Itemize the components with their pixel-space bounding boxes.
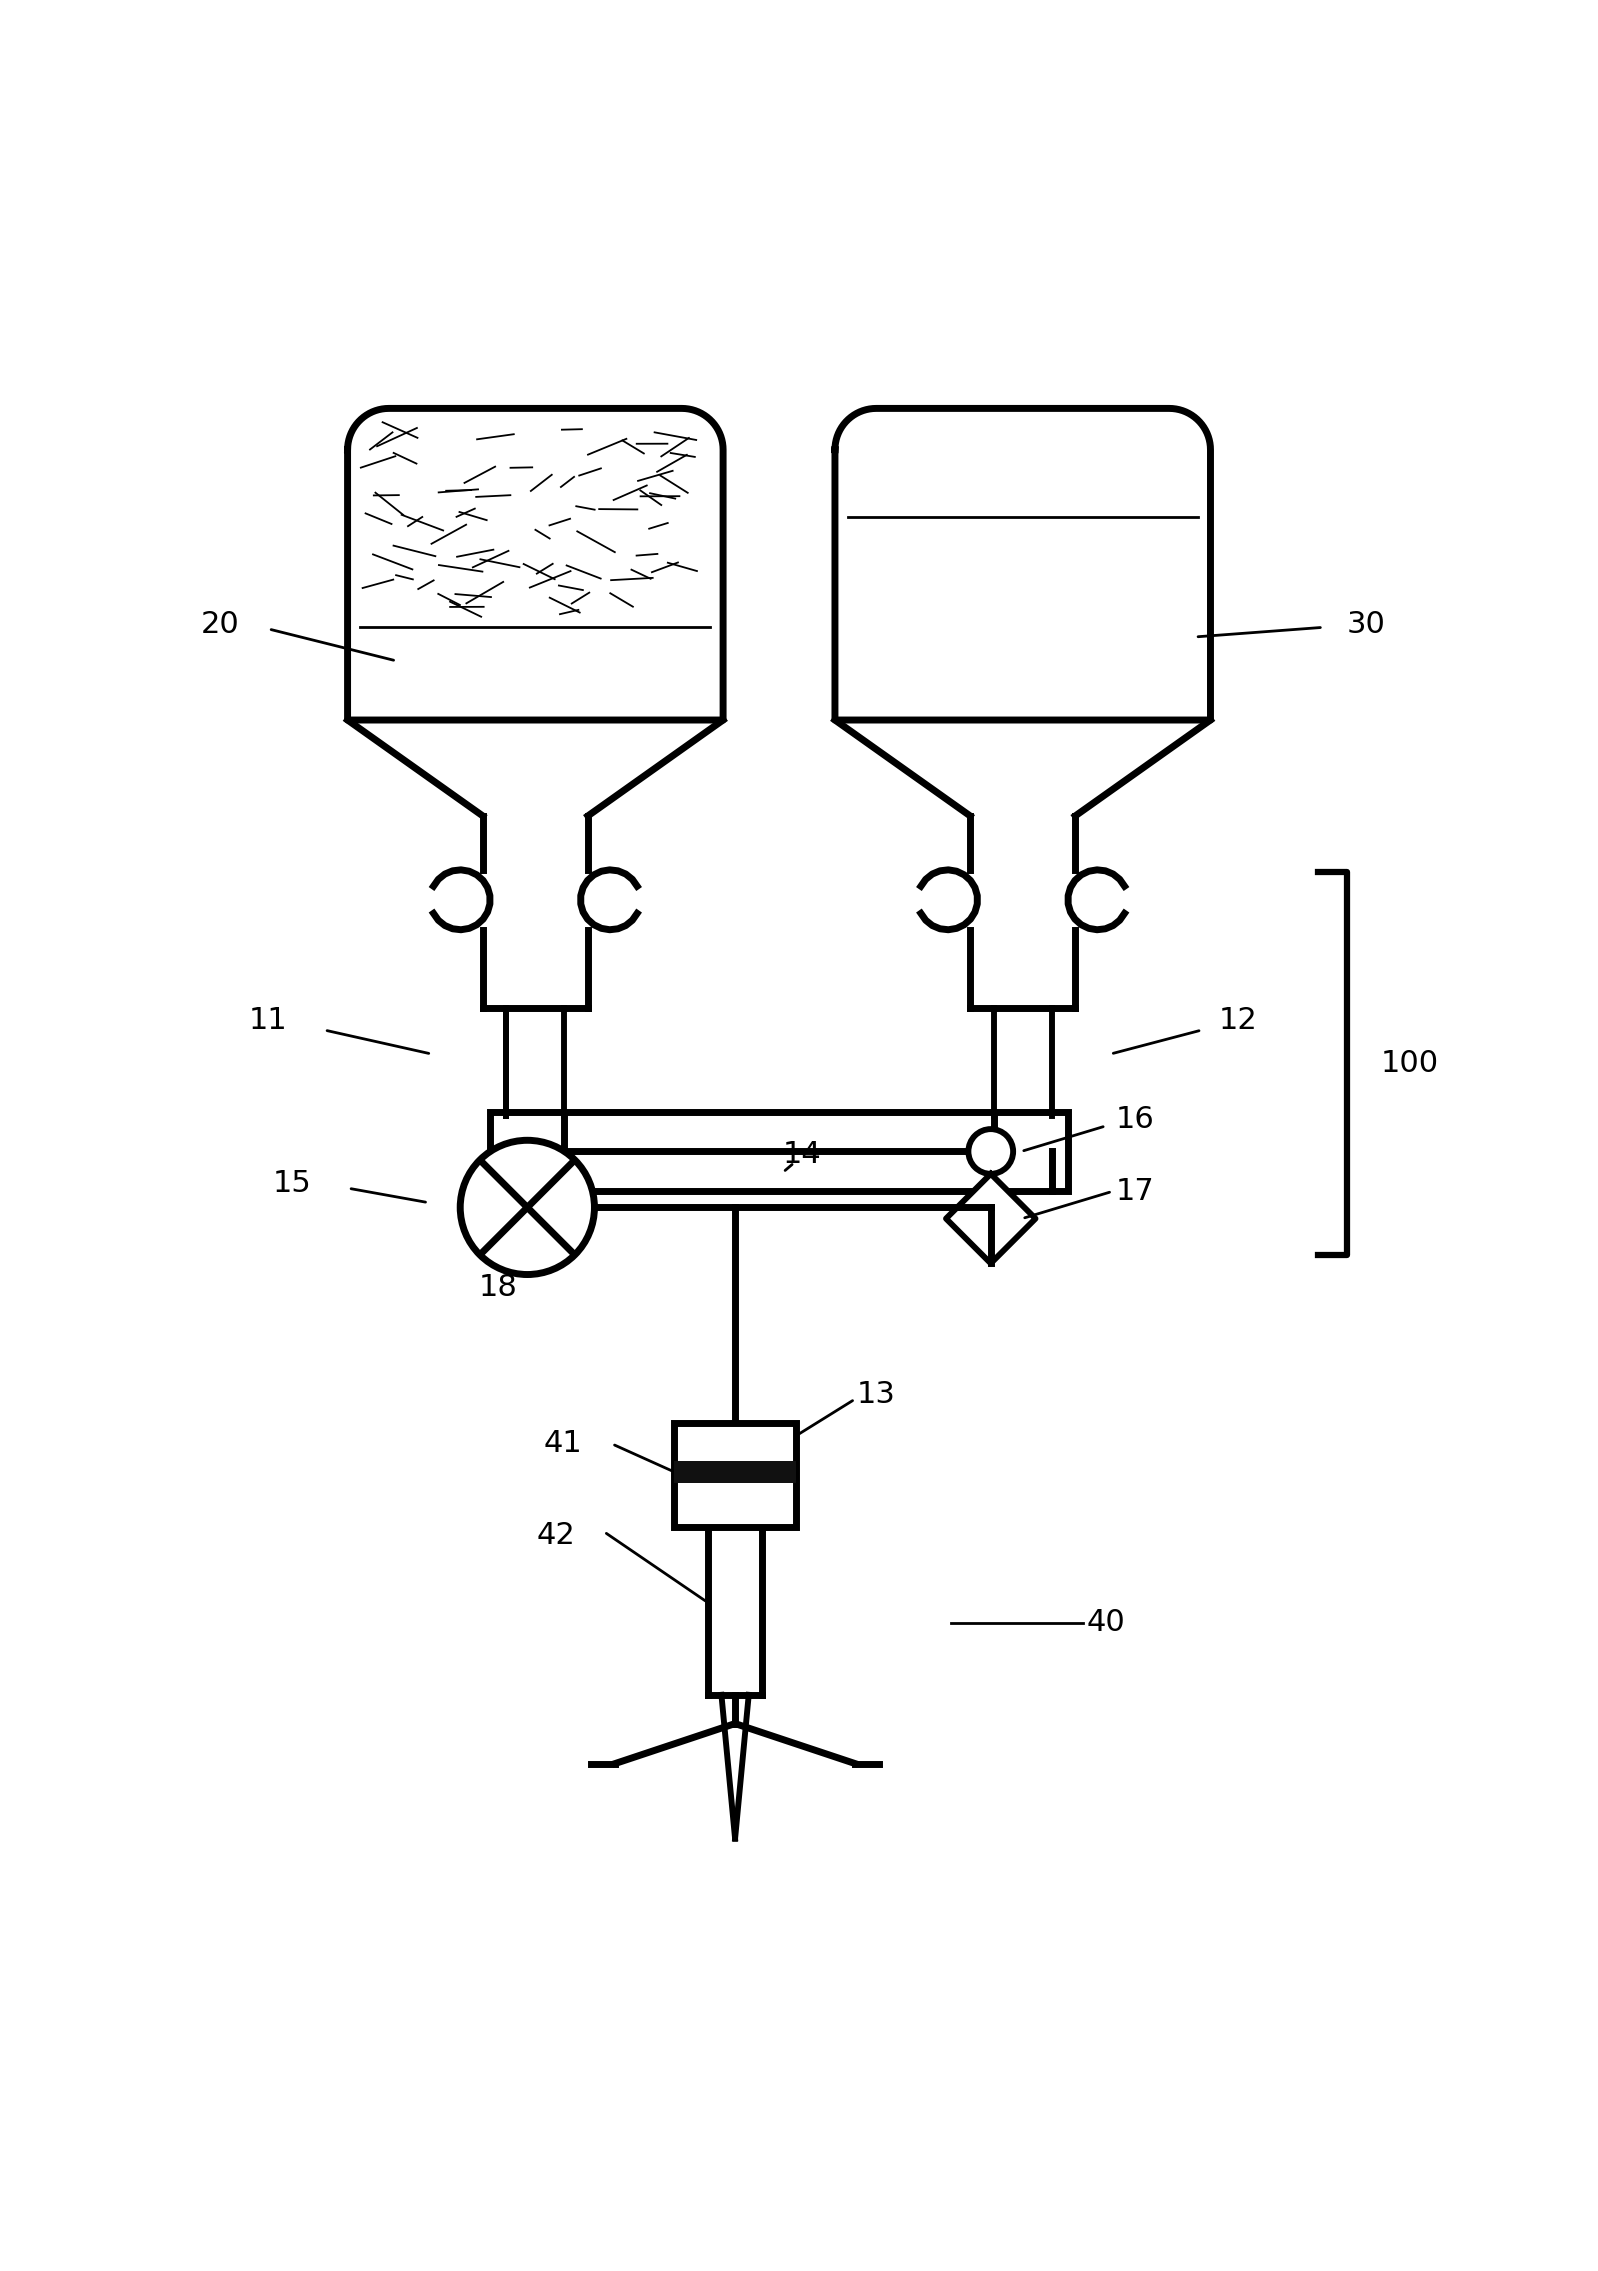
Text: 30: 30 [1347, 609, 1385, 638]
Text: 11: 11 [249, 1006, 288, 1036]
Text: 18: 18 [479, 1272, 518, 1301]
Bar [491, 1111, 1067, 1192]
Text: 16: 16 [1115, 1106, 1154, 1133]
Text: 14: 14 [783, 1140, 821, 1170]
Bar [674, 1424, 796, 1526]
Bar [674, 1460, 796, 1483]
Polygon shape [348, 409, 722, 720]
Polygon shape [946, 1174, 1036, 1263]
Circle shape [968, 1129, 1013, 1174]
Circle shape [460, 1140, 594, 1274]
Polygon shape [834, 409, 1211, 720]
Text: 12: 12 [1219, 1006, 1258, 1036]
Text: 15: 15 [273, 1170, 312, 1197]
Text: 41: 41 [543, 1428, 582, 1458]
Text: 40: 40 [1087, 1608, 1125, 1637]
Text: 100: 100 [1381, 1049, 1438, 1079]
Text: 42: 42 [537, 1522, 575, 1549]
Text: 17: 17 [1115, 1176, 1154, 1206]
Text: 13: 13 [857, 1381, 895, 1408]
Text: 20: 20 [201, 609, 240, 638]
